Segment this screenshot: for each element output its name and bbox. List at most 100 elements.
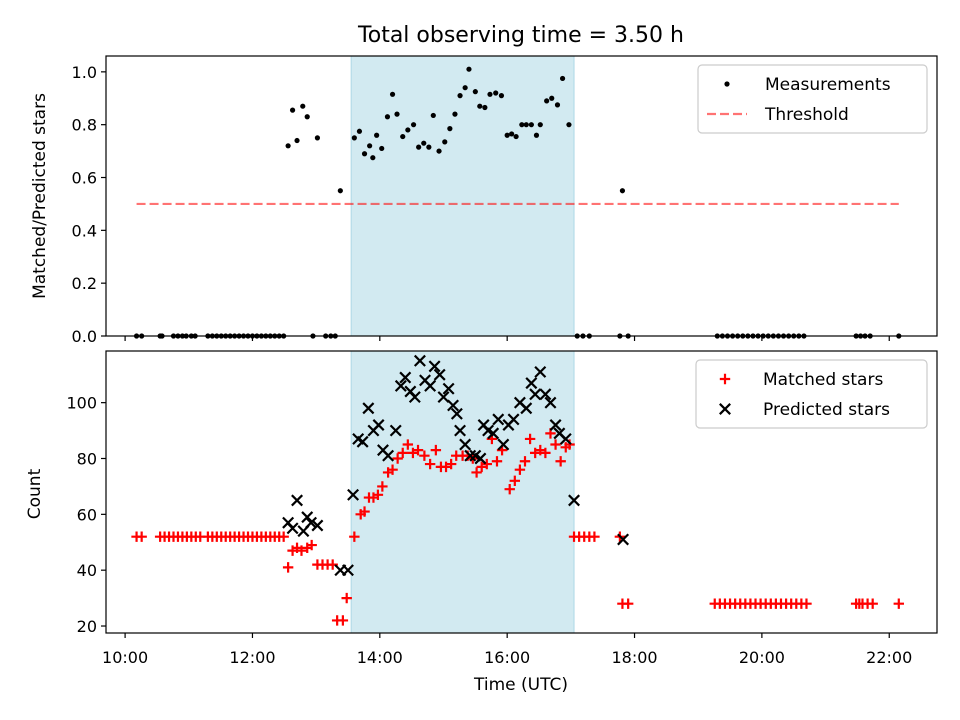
matched-point <box>296 545 307 556</box>
y-tick-label: 100 <box>66 394 97 413</box>
predicted-point <box>291 494 304 507</box>
matched-point <box>801 598 812 609</box>
measurement-point <box>436 148 442 154</box>
y-tick-label: 1.0 <box>72 63 97 82</box>
legend-box <box>697 64 928 134</box>
x-axis-label: Time (UTC) <box>473 675 568 695</box>
predicted-point <box>464 449 477 462</box>
measurement-point <box>405 127 411 133</box>
matched-point <box>278 531 289 542</box>
measurement-point <box>356 128 363 134</box>
measurement-point <box>410 122 417 128</box>
predicted-point <box>413 354 426 367</box>
matched-point <box>509 475 521 487</box>
top-panel: 0.0 0.2 0.4 0.6 0.8 1.0 Matched/Predicted sta… <box>30 55 938 346</box>
matched-point <box>377 481 388 492</box>
measurement-point <box>457 93 463 99</box>
measurement-point <box>337 188 343 194</box>
matched-point <box>471 467 482 478</box>
observing-window-span-top <box>350 55 575 337</box>
measurement-point <box>537 122 543 128</box>
predicted-point <box>507 413 520 426</box>
measurement-point <box>554 102 561 108</box>
predicted-point <box>534 365 547 378</box>
measurement-point <box>559 75 566 82</box>
measurement-point <box>498 93 505 99</box>
predicted-point <box>497 438 510 451</box>
bottom-y-axis-label: Count <box>25 468 45 519</box>
predicted-point <box>399 371 412 384</box>
predicted-point <box>305 516 318 529</box>
matched-point <box>392 453 403 464</box>
predicted-point <box>433 368 446 381</box>
legend-marker-measurements <box>724 81 730 87</box>
measurement-point <box>477 103 483 109</box>
predicted-point <box>539 388 552 401</box>
bottom-panel-frame <box>105 350 938 634</box>
predicted-point <box>424 379 437 392</box>
x-tick-label: 10:00 <box>102 648 148 667</box>
predicted-point <box>408 391 421 404</box>
chart-title: Total observing time = 3.50 h <box>357 23 684 48</box>
x-tick-label: 14:00 <box>357 648 403 667</box>
measurement-point <box>619 188 626 194</box>
measurement-point <box>289 107 296 113</box>
predicted-point <box>442 382 455 395</box>
top-y-axis-label: Matched/Predicted stars <box>30 93 50 299</box>
matched-point <box>524 433 536 445</box>
predicted-point <box>311 519 324 532</box>
measurement-point <box>462 85 468 91</box>
axes-frame <box>105 350 938 634</box>
matched-point <box>419 450 430 461</box>
measurement-point <box>482 104 488 111</box>
predicted-point <box>529 388 542 401</box>
measurement-point <box>430 112 436 119</box>
measurement-point <box>384 114 391 120</box>
y-tick-label: 0.0 <box>72 327 97 346</box>
measurement-point <box>294 137 300 144</box>
x-tick-label: 12:00 <box>229 648 275 667</box>
bottom-y-axis: 20 40 60 80 100 <box>66 394 106 636</box>
axes-frame <box>105 55 938 337</box>
matched-point <box>622 598 634 609</box>
matched-point <box>867 598 878 609</box>
measurement-point <box>519 122 525 128</box>
x-tick-label: 18:00 <box>611 648 657 667</box>
matched-point <box>514 464 526 475</box>
matched-point <box>136 531 147 542</box>
matched-point <box>397 447 408 459</box>
predicted-point <box>389 424 402 437</box>
measurement-point <box>400 133 406 140</box>
measurement-point <box>361 151 368 157</box>
series-predicted-stars <box>282 354 630 577</box>
measurement-point <box>421 140 427 146</box>
predicted-point <box>492 413 505 426</box>
matched-point <box>491 456 503 467</box>
counts-series <box>131 354 904 626</box>
predicted-point <box>549 419 562 431</box>
legend-marker-matched <box>719 373 731 385</box>
matched-point <box>430 444 442 456</box>
predicted-point <box>372 419 385 431</box>
y-tick-label: 0.6 <box>72 169 97 188</box>
legend-box <box>695 359 928 429</box>
predicted-point <box>459 438 472 451</box>
measurement-point <box>566 122 572 128</box>
top-legend: Measurements Threshold <box>697 64 928 134</box>
matched-point <box>327 559 338 570</box>
measurement-point <box>370 155 376 161</box>
matched-point <box>282 562 294 573</box>
measurement-point <box>300 103 306 109</box>
predicted-point <box>347 488 360 501</box>
measurement-point <box>544 98 550 104</box>
top-x-axis <box>124 336 890 341</box>
measurement-point <box>389 91 396 97</box>
y-tick-label: 60 <box>77 505 97 524</box>
legend-label: Predicted stars <box>763 400 890 420</box>
matched-point <box>540 447 551 459</box>
measurement-point <box>493 90 499 96</box>
measurement-point <box>509 131 515 137</box>
bottom-panel: 20 40 60 80 100 10:00 12:00 14:00 16:00 18:00 20:… <box>25 350 938 667</box>
legend-label: Measurements <box>765 75 891 95</box>
